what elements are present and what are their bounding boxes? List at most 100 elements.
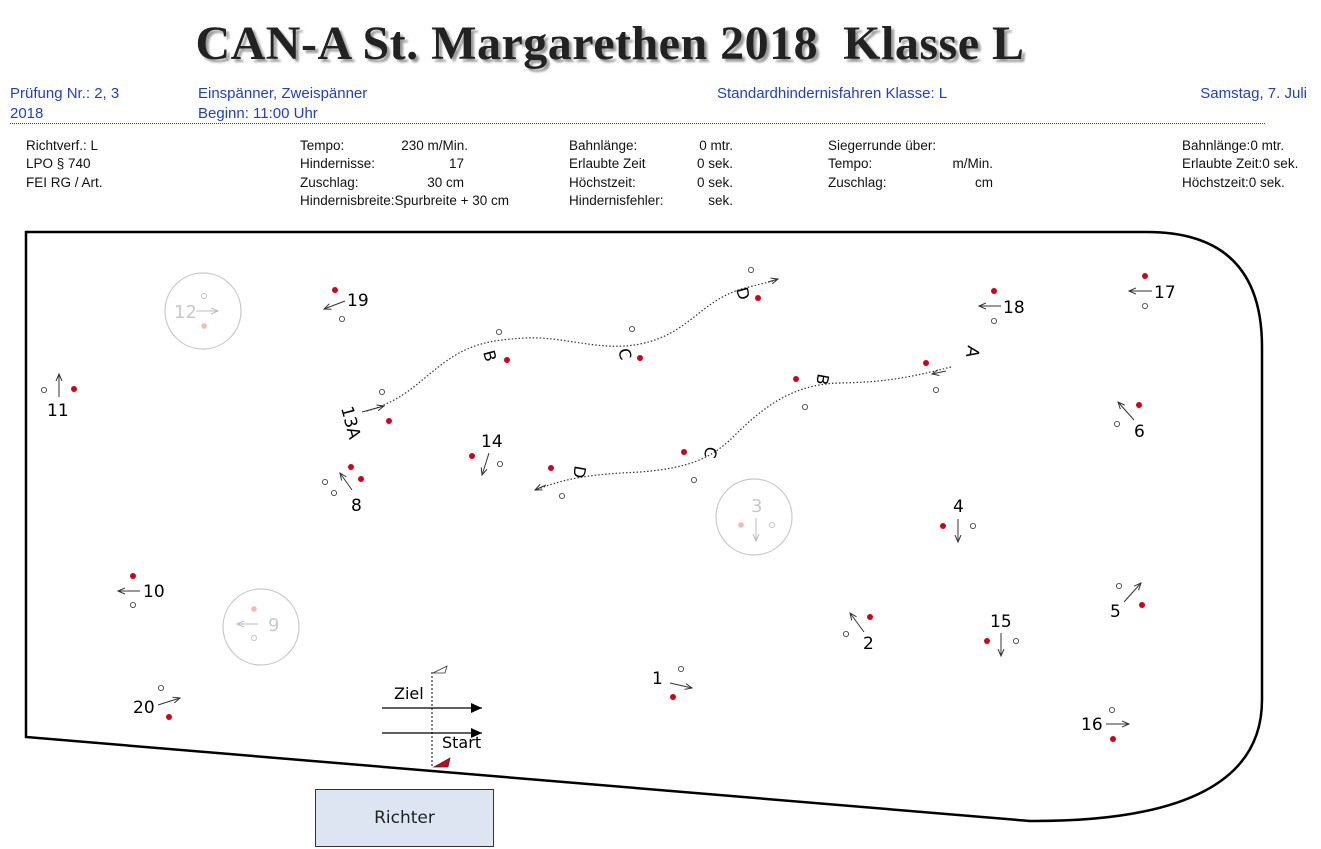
obstacle-label: 10	[143, 582, 165, 602]
obstacle-16: 16	[1081, 707, 1129, 742]
obstacle-20: 20	[133, 685, 180, 720]
header-divider	[10, 123, 1265, 124]
obstacle-label: 4	[953, 497, 964, 517]
obstacle-10: 10	[118, 573, 165, 609]
rules-value: m/Min.	[952, 156, 994, 172]
obstacle-15: 15	[984, 612, 1020, 656]
rules-col-5: Bahnlänge: 0 mtr. Erlaubte Zeit: 0 sek. Hö…	[1182, 137, 1298, 192]
rules-value: 0 mtr.	[699, 138, 733, 153]
judge-box: Richter	[315, 789, 494, 847]
obstacle-label: 12	[174, 302, 197, 323]
rules-value: 0 sek.	[1262, 156, 1299, 172]
rules-label: Tempo:	[300, 138, 345, 153]
obstacle-label: 15	[990, 612, 1012, 632]
category-info: Einspänner, Zweispänner Beginn: 11:00 Uh…	[198, 84, 367, 124]
obstacle-label: 18	[1003, 298, 1025, 318]
multi-label-a: A	[961, 344, 983, 359]
rules-value: Spurbreite + 30 cm	[394, 192, 509, 208]
ghost-obstacle-3: 3	[715, 478, 793, 556]
obstacle-label: 20	[133, 698, 155, 718]
start-finish-line: Ziel Start	[382, 665, 482, 768]
rules-value: 0 sek.	[1248, 174, 1285, 190]
obstacle-19: 19	[324, 287, 369, 322]
rules-label: Hindernisbreite:	[300, 192, 395, 208]
competition-date: Samstag, 7. Juli	[1200, 85, 1307, 102]
multi-label-c2: C	[700, 445, 721, 459]
rules-label: Erlaubte Zeit	[569, 156, 646, 172]
multi-end-arrow-1	[767, 279, 778, 282]
pruefung-year: 2018	[10, 105, 44, 122]
multi-start-arrow-1	[361, 406, 384, 413]
arena-border	[24, 230, 1264, 823]
multi-label-d: D	[732, 285, 754, 302]
rules-value: 17	[448, 156, 464, 172]
finish-flag-icon	[432, 665, 448, 674]
obstacle-17: 17	[1129, 273, 1176, 309]
obstacle-18: 18	[979, 288, 1025, 324]
multi-label-13a: 13A	[336, 404, 364, 442]
page-title: CAN-A St. Margarethen 2018 Klasse L	[195, 17, 1025, 70]
rules-label: Bahnlänge:	[569, 138, 638, 153]
rules-value: 230 m/Min.	[401, 138, 468, 153]
rules-text: Richtverf.: L	[26, 138, 99, 153]
rules-label: Siegerrunde über:	[828, 138, 937, 153]
rules-label: Bahnlänge:	[1182, 138, 1251, 153]
rules-text: LPO § 740	[26, 156, 91, 172]
obstacle-1: 1	[652, 666, 692, 700]
rules-label: Erlaubte Zeit:	[1182, 156, 1263, 172]
obstacle-label: 2	[863, 634, 874, 654]
finish-label: Ziel	[394, 684, 424, 703]
rules-value: cm	[975, 174, 993, 190]
obstacle-11: 11	[41, 374, 77, 421]
obstacle-label: 19	[347, 291, 369, 311]
obstacle-6: 6	[1114, 402, 1145, 442]
obstacle-label: 17	[1154, 283, 1176, 303]
rules-label: Höchstzeit:	[1182, 174, 1249, 190]
rules-value: 0 sek.	[696, 174, 733, 190]
obstacle-5: 5	[1110, 583, 1145, 622]
multi-label-d2: D	[569, 464, 590, 479]
obstacle-label: 1	[652, 669, 663, 689]
multi-obstacle-2-markers	[548, 360, 940, 499]
rules-value: 0 sek.	[696, 156, 733, 172]
obstacle-label: 11	[47, 401, 69, 421]
competition-name: Standardhindernisfahren Klasse: L	[717, 85, 948, 102]
obstacle-label: 9	[268, 615, 279, 636]
rules-label: Höchstzeit:	[569, 174, 636, 190]
obstacle-label: 5	[1110, 602, 1121, 622]
rules-col-1: Richtverf.: L LPO § 740 FEI RG / Art.	[26, 137, 103, 192]
judge-label: Richter	[374, 808, 435, 828]
obstacle-14: 14	[469, 432, 503, 475]
rules-label: Hindernisse:	[300, 156, 376, 172]
multi-obstacle-1-markers	[378, 266, 761, 424]
obstacle-label: 14	[481, 432, 503, 452]
obstacle-8: 8	[321, 464, 364, 516]
start-label: Start	[442, 733, 481, 752]
start-flag-icon	[432, 757, 451, 768]
pruefung-info: Prüfung Nr.: 2, 3 2018	[10, 84, 119, 124]
rules-text: FEI RG / Art.	[26, 174, 103, 190]
rules-col-3: Bahnlänge: 0 mtr. Erlaubte Zeit 0 sek. Höc…	[569, 137, 733, 210]
ghost-obstacle-9: 9	[222, 588, 300, 666]
multi-label-b: B	[479, 348, 500, 364]
ghost-obstacle-12: 12	[164, 272, 242, 350]
multi-label-c: C	[614, 346, 635, 362]
obstacle-label: 6	[1134, 422, 1145, 442]
obstacle-label: 3	[751, 496, 762, 517]
rules-value: 0 mtr.	[1250, 138, 1285, 153]
multi-obstacle-path-2	[535, 366, 952, 491]
rules-label: Tempo:	[828, 156, 873, 172]
multi-obstacle-path-1	[366, 279, 777, 412]
rules-col-2: Tempo: 230 m/Min. Hindernisse: 17 Zuschlag…	[300, 137, 509, 210]
obstacle-label: 8	[351, 496, 362, 516]
pruefung-number: Prüfung Nr.: 2, 3	[10, 85, 120, 102]
rules-label: Zuschlag:	[300, 174, 359, 190]
obstacle-2: 2	[843, 613, 874, 654]
obstacle-label: 16	[1081, 715, 1103, 735]
multi-start-arrow-2	[932, 371, 947, 374]
obstacle-4: 4	[940, 497, 977, 542]
rules-value: 30 cm	[427, 174, 464, 190]
multi-end-arrow-2	[535, 485, 547, 490]
rules-value: sek.	[708, 192, 733, 208]
